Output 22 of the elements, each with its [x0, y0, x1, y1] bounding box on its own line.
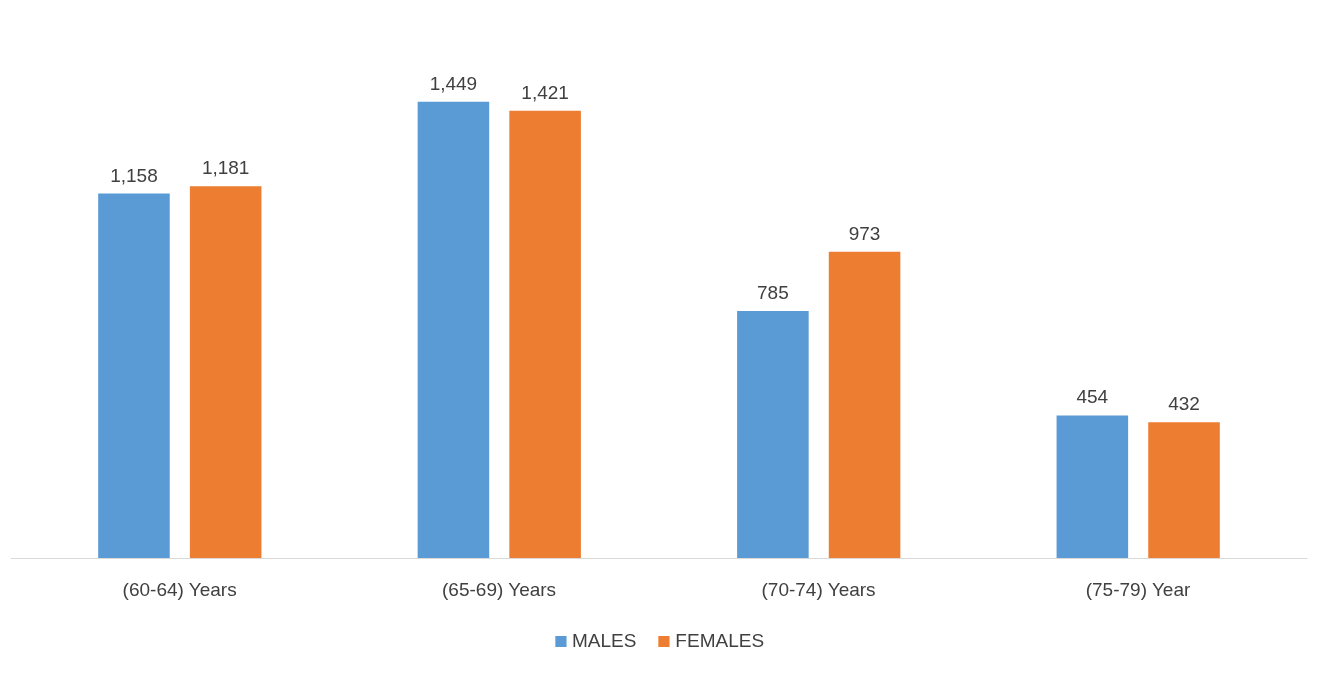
- bar: [828, 251, 901, 559]
- data-label: 973: [848, 222, 881, 244]
- bar: [1148, 422, 1220, 559]
- legend-label: FEMALES: [675, 630, 765, 652]
- bar: [509, 110, 581, 559]
- bar: [1056, 415, 1129, 559]
- bar: [417, 101, 490, 559]
- bar: [98, 193, 170, 559]
- data-label: 785: [757, 282, 789, 304]
- x-tick-label: (70-74) Years: [761, 578, 876, 600]
- bar: [189, 186, 262, 559]
- data-label: 454: [1076, 386, 1109, 408]
- x-tick-label: (75-79) Year: [1085, 578, 1191, 600]
- data-label: 1,181: [201, 157, 250, 179]
- legend-label: MALES: [571, 630, 637, 652]
- data-label: 1,449: [429, 72, 478, 94]
- x-tick-label: (60-64) Years: [122, 578, 237, 600]
- data-label: 1,421: [521, 81, 569, 103]
- data-label: 432: [1168, 393, 1200, 415]
- x-tick-label: (65-69) Years: [442, 578, 557, 600]
- data-label: 1,158: [110, 164, 158, 186]
- bar: [737, 311, 809, 559]
